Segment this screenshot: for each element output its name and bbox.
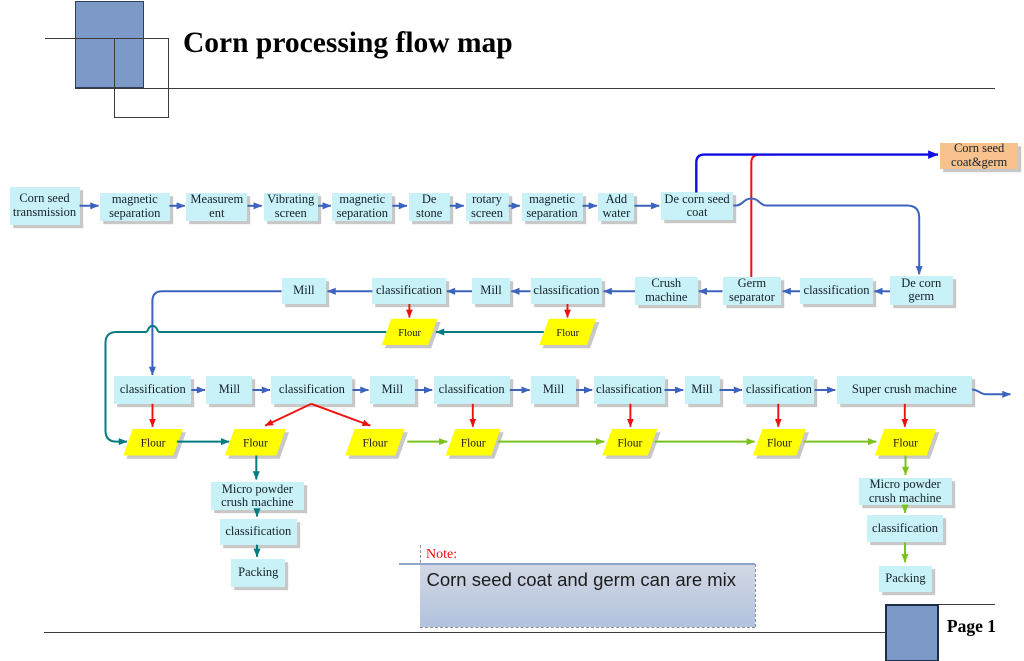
svg-text:Flour: Flour [893,437,918,449]
svg-text:Flour: Flour [617,437,642,449]
svg-text:Flour: Flour [141,437,166,449]
svg-text:Flour: Flour [362,437,387,449]
svg-text:Flour: Flour [243,437,268,449]
svg-text:Flour: Flour [398,328,421,339]
svg-text:Flour: Flour [461,437,486,449]
svg-text:Flour: Flour [556,328,579,339]
svg-text:Flour: Flour [767,437,792,449]
